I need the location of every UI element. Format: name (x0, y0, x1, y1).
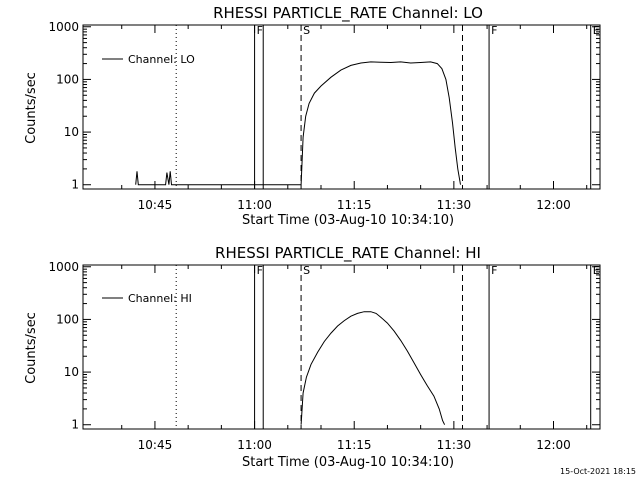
legend-label: Channel: HI (128, 292, 192, 305)
event-marker-label: F (491, 264, 497, 277)
series-line (135, 61, 461, 186)
x-tick-label: 10:45 (138, 198, 173, 212)
y-tick-label: 1 (71, 418, 79, 432)
event-marker-label: E (593, 264, 600, 277)
footer-timestamp: 15-Oct-2021 18:15 (560, 467, 636, 476)
x-tick-label: 12:00 (536, 438, 571, 452)
chart-title: RHESSI PARTICLE_RATE Channel: HI (215, 244, 481, 263)
x-tick-label: 11:15 (337, 438, 372, 452)
event-marker-label: F (257, 264, 263, 277)
x-tick-label: 11:30 (437, 438, 472, 452)
legend-label: Channel: LO (128, 53, 195, 66)
y-axis-label: Counts/sec (24, 72, 39, 144)
y-tick-label: 1000 (48, 260, 79, 274)
series-line (300, 311, 446, 425)
x-axis-label: Start Time (03-Aug-10 10:34:10) (242, 213, 454, 228)
y-tick-label: 100 (56, 72, 79, 86)
chart-title: RHESSI PARTICLE_RATE Channel: LO (213, 4, 483, 23)
y-axis-label: Counts/sec (24, 312, 39, 384)
x-tick-label: 12:00 (536, 198, 571, 212)
event-marker-label: S (303, 24, 310, 37)
event-marker-label: F (491, 24, 497, 37)
y-tick-label: 100 (56, 312, 79, 326)
event-marker-label: F (257, 24, 263, 37)
x-tick-label: 11:30 (437, 198, 472, 212)
x-axis-label: Start Time (03-Aug-10 10:34:10) (242, 455, 454, 470)
panel-channel-hi: RHESSI PARTICLE_RATE Channel: HI Start T… (24, 244, 601, 470)
y-tick-label: 10 (64, 125, 79, 139)
x-tick-label: 11:00 (237, 198, 272, 212)
x-tick-label: 11:15 (337, 198, 372, 212)
y-tick-label: 1000 (48, 20, 79, 34)
event-marker-label: E (593, 24, 600, 37)
x-tick-label: 10:45 (138, 438, 173, 452)
y-tick-label: 10 (64, 365, 79, 379)
y-tick-label: 1 (71, 178, 79, 192)
x-tick-label: 11:00 (237, 438, 272, 452)
panel-channel-lo: RHESSI PARTICLE_RATE Channel: LO Start T… (24, 4, 601, 228)
event-marker-label: S (303, 264, 310, 277)
